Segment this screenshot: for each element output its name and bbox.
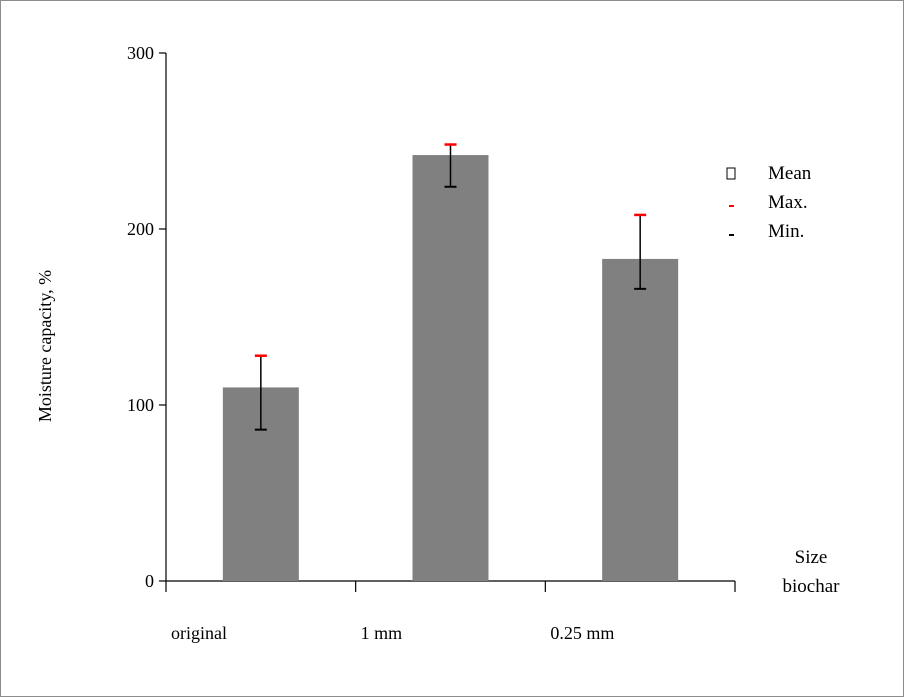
x-axis-title-line: biochar — [783, 576, 841, 597]
legend-label: Max. — [768, 192, 808, 213]
bar — [602, 258, 679, 581]
axis-labels: 0 100 200 300 original 1 mm 0.25 mm Moisture ca… — [35, 43, 840, 643]
error-bars — [254, 143, 647, 431]
legend-mean-marker — [726, 167, 736, 180]
y-axis-title: Moisture capacity, % — [35, 270, 55, 422]
legend: Mean Max. Min. — [726, 163, 812, 242]
y-tick-label: 100 — [127, 395, 154, 415]
x-axis-title-line: Size — [795, 547, 828, 568]
legend-label: Min. — [768, 221, 804, 242]
legend-label: Mean — [768, 163, 812, 184]
bar — [412, 155, 489, 581]
y-tick-label: 200 — [127, 219, 154, 239]
bars — [222, 155, 679, 581]
y-tick-label: 300 — [127, 43, 154, 63]
x-category-label: original — [171, 623, 227, 643]
y-tick-label: 0 — [145, 571, 154, 591]
x-category-label: 1 mm — [361, 623, 403, 643]
x-category-label: 0.25 mm — [550, 623, 614, 643]
